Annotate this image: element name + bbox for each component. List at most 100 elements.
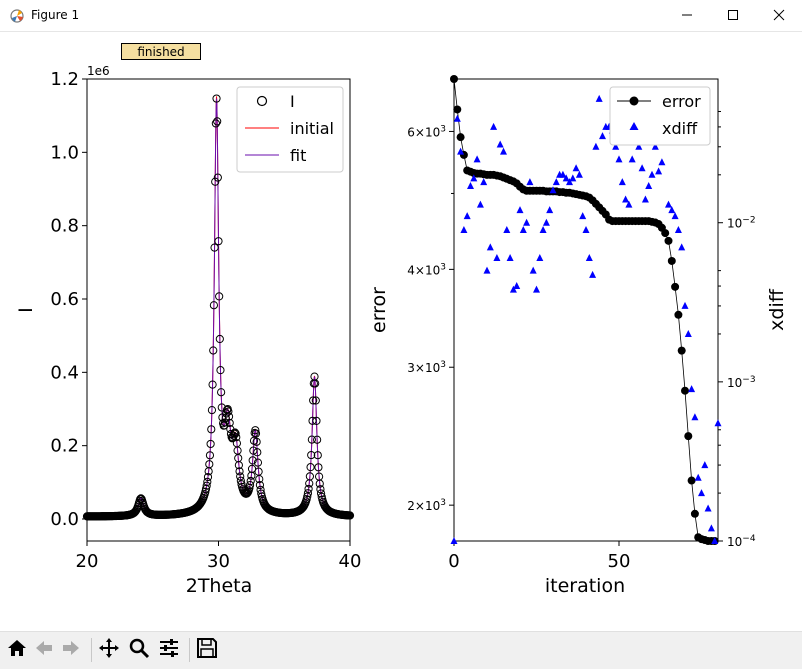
y-tick-label: 1.2: [50, 69, 79, 90]
data-point-xdiff: [674, 226, 682, 233]
data-point-xdiff: [651, 142, 659, 150]
window-titlebar[interactable]: Figure 1: [0, 0, 802, 32]
zoom-button[interactable]: [127, 638, 151, 662]
data-point-I: [206, 439, 215, 449]
data-point-I: [216, 366, 225, 375]
forward-icon: [60, 637, 82, 663]
data-point-xdiff: [589, 270, 597, 278]
pan-icon: [98, 637, 120, 663]
data-point-I: [246, 476, 255, 486]
data-point-I: [311, 379, 320, 388]
data-point-xdiff: [513, 282, 521, 289]
y2-tick-label: 10−4: [727, 534, 756, 549]
data-point-I: [248, 456, 257, 465]
data-point-xdiff: [552, 178, 560, 186]
data-point-xdiff: [701, 461, 709, 469]
data-point-xdiff: [542, 218, 550, 226]
data-point-I: [305, 472, 314, 481]
data-point-I: [215, 334, 224, 344]
save-icon: [196, 637, 218, 663]
minimize-button[interactable]: [664, 0, 710, 31]
data-point-error: [687, 476, 696, 485]
maximize-icon: [727, 6, 739, 25]
data-point-I: [224, 407, 233, 416]
data-point-xdiff: [645, 182, 653, 189]
close-button[interactable]: [756, 0, 802, 31]
data-point-I: [316, 489, 326, 498]
data-point-I: [303, 489, 313, 498]
data-point-I: [220, 418, 230, 427]
data-point-xdiff: [526, 178, 534, 186]
pan-button[interactable]: [97, 638, 121, 662]
window-title: Figure 1: [31, 8, 80, 22]
data-point-xdiff: [463, 212, 471, 220]
data-point-xdiff: [668, 206, 676, 214]
data-point-I: [235, 467, 244, 476]
y2-tick-label: 10−2: [727, 216, 756, 231]
data-point-xdiff: [694, 473, 702, 481]
data-point-xdiff: [506, 254, 514, 261]
data-point-I: [257, 489, 266, 498]
left-axes: 20 30 40 0.0 0.2 0.4 0.6 0.8 1.0 1.2 1e6 2Theta I…: [15, 64, 361, 597]
data-point-xdiff: [704, 504, 712, 512]
data-point-xdiff: [625, 200, 633, 208]
data-point-xdiff: [559, 170, 567, 178]
data-point-xdiff: [684, 330, 692, 337]
data-point-xdiff: [549, 186, 557, 194]
data-point-xdiff: [566, 178, 573, 186]
data-point-error: [453, 105, 462, 114]
data-point-I: [306, 463, 315, 472]
data-point-xdiff: [467, 182, 474, 189]
data-point-I: [255, 475, 264, 484]
data-point-error: [664, 236, 673, 245]
back-button[interactable]: [32, 638, 56, 662]
legend-marker-error: [629, 96, 639, 106]
maximize-button[interactable]: [710, 0, 756, 31]
data-point-xdiff: [681, 301, 689, 309]
data-point-I: [253, 458, 263, 467]
zoom-icon: [128, 637, 150, 663]
data-point-I: [225, 418, 234, 428]
configure-subplots-button[interactable]: [157, 638, 181, 662]
data-point-xdiff: [496, 140, 504, 148]
data-point-xdiff: [503, 226, 511, 233]
data-point-I: [308, 416, 317, 425]
data-point-I: [209, 301, 218, 310]
data-point-xdiff: [615, 155, 623, 163]
x-tick-label: 30: [207, 551, 230, 572]
y-scale-label: 1e6: [87, 64, 110, 78]
data-point-I: [209, 346, 218, 355]
data-point-I: [236, 472, 245, 481]
data-point-xdiff: [618, 178, 626, 186]
data-point-xdiff: [599, 132, 606, 140]
y-tick-label: 0.4: [50, 362, 79, 383]
data-point-I: [251, 426, 260, 435]
data-point-I: [234, 461, 243, 470]
data-point-I: [217, 388, 226, 397]
y2-tick-label: 10−3: [727, 375, 756, 390]
data-point-I: [311, 396, 320, 405]
forward-button[interactable]: [59, 638, 83, 662]
y-tick-label: 3×103: [407, 360, 446, 375]
legend-label-xdiff: xdiff: [662, 119, 698, 138]
data-point-xdiff: [457, 147, 465, 155]
data-point-xdiff: [490, 122, 498, 130]
navigation-toolbar: [0, 631, 802, 669]
data-point-xdiff: [658, 158, 666, 166]
figure-svg: 20 30 40 0.0 0.2 0.4 0.6 0.8 1.0 1.2 1e6 2Theta I…: [15, 64, 788, 597]
data-point-I: [207, 406, 217, 415]
data-point-xdiff: [575, 170, 583, 178]
y-tick-label: 4×103: [407, 262, 446, 277]
data-point-I: [245, 480, 255, 490]
configure-subplots-icon: [158, 637, 180, 663]
data-point-xdiff: [569, 174, 577, 182]
data-point-I: [232, 433, 241, 442]
data-point-xdiff: [691, 413, 699, 421]
data-point-I: [307, 450, 316, 460]
data-point-I: [205, 451, 215, 460]
home-button[interactable]: [5, 638, 29, 662]
x-axis-label: 2Theta: [186, 575, 253, 597]
figure-canvas[interactable]: 20 30 40 0.0 0.2 0.4 0.6 0.8 1.0 1.2 1e6 2Theta I…: [0, 32, 802, 630]
data-point-xdiff: [476, 200, 484, 208]
save-button[interactable]: [195, 638, 219, 662]
